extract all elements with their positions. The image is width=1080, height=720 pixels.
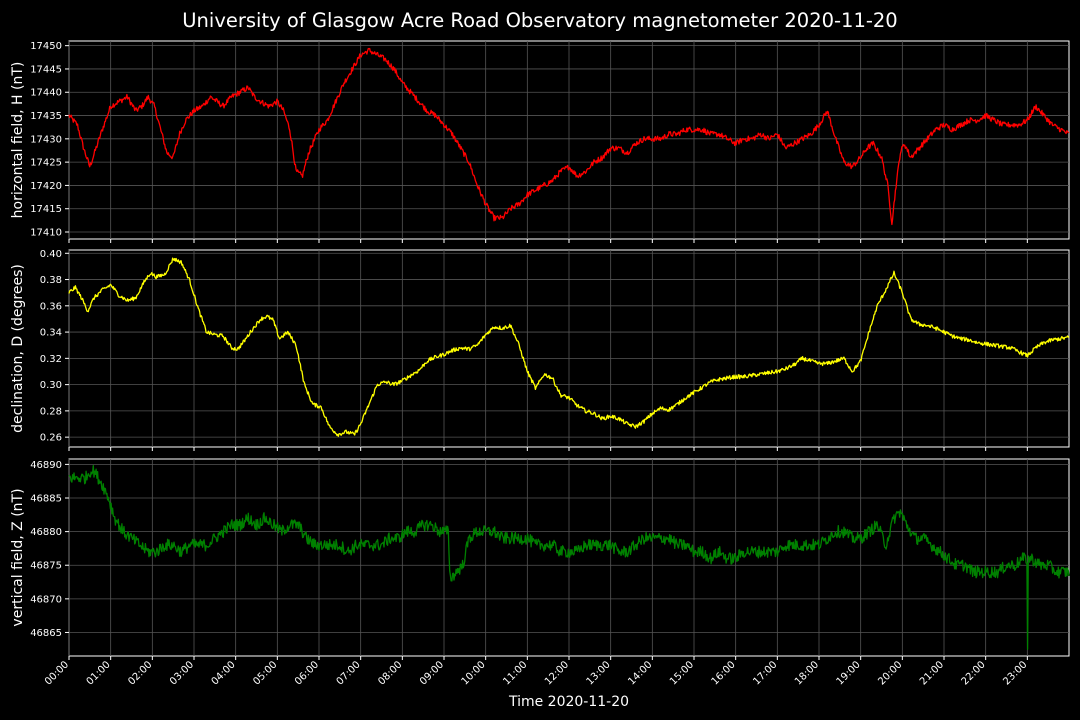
y-tick-label: 46870 — [30, 594, 62, 605]
x-tick-label: 15:00 — [668, 659, 696, 687]
panel-1: 17410 17415 17420 17425 17430 17435 17440 17445… — [10, 40, 1070, 243]
y-tick-label: 46880 — [30, 527, 62, 538]
data-series-line — [68, 257, 1070, 437]
y-tick-label: 17430 — [30, 134, 62, 145]
y-tick-label: 46890 — [30, 460, 62, 471]
x-tick-label: 05:00 — [251, 659, 279, 687]
x-tick-label: 14:00 — [626, 659, 654, 687]
y-axis-label: declination, D (degrees) — [10, 264, 26, 433]
chart-title: University of Glasgow Acre Road Observat… — [182, 9, 898, 32]
x-tick-label: 21:00 — [918, 659, 946, 687]
y-tick-label: 0.32 — [40, 354, 62, 365]
x-tick-label: 03:00 — [168, 659, 196, 687]
y-tick-label: 46885 — [30, 493, 62, 504]
y-tick-label: 0.34 — [40, 328, 62, 339]
y-tick-label: 17440 — [30, 88, 62, 99]
y-tick-label: 17425 — [30, 158, 62, 169]
x-tick-label: 16:00 — [710, 659, 738, 687]
x-tick-label: 11:00 — [501, 659, 529, 687]
data-series-line — [68, 464, 1070, 650]
x-tick-label: 07:00 — [335, 659, 363, 687]
data-series-line — [68, 47, 1070, 226]
y-tick-label: 17445 — [30, 64, 62, 75]
x-tick-label: 06:00 — [293, 659, 321, 687]
y-tick-label: 17435 — [30, 111, 62, 122]
x-tick-label: 23:00 — [1001, 659, 1029, 687]
panel-3: 46865 46870 46875 46880 46885 46890 vertical f… — [10, 458, 1070, 660]
y-tick-label: 0.36 — [40, 301, 62, 312]
panel-2: 0.26 0.28 0.30 0.32 0.34 0.36 0.38 0.40 declinat… — [10, 249, 1070, 451]
x-tick-label: 02:00 — [126, 659, 154, 687]
y-tick-label: 17420 — [30, 181, 62, 192]
x-tick-label: 12:00 — [543, 659, 571, 687]
x-tick-label: 19:00 — [835, 659, 863, 687]
y-tick-label: 17450 — [30, 41, 62, 52]
x-tick-label: 13:00 — [585, 659, 613, 687]
x-tick-label: 09:00 — [418, 659, 446, 687]
y-axis-label: horizontal field, H (nT) — [10, 62, 26, 219]
x-tick-label: 10:00 — [460, 659, 488, 687]
y-tick-label: 0.30 — [40, 380, 62, 391]
y-tick-label: 46875 — [30, 561, 62, 572]
x-tick-label: 20:00 — [876, 659, 904, 687]
x-tick-label: 18:00 — [793, 659, 821, 687]
y-tick-label: 46865 — [30, 628, 62, 639]
y-tick-label: 0.28 — [40, 406, 62, 417]
y-tick-label: 0.40 — [40, 249, 62, 260]
y-tick-label: 0.26 — [40, 433, 62, 444]
y-tick-label: 17415 — [30, 204, 62, 215]
x-tick-label: 04:00 — [210, 659, 238, 687]
x-axis-label: Time 2020-11-20 — [508, 694, 629, 710]
x-tick-label: 22:00 — [960, 659, 988, 687]
y-tick-label: 0.38 — [40, 275, 62, 286]
y-axis-label: vertical field, Z (nT) — [10, 488, 26, 626]
panels-layer: 17410 17415 17420 17425 17430 17435 17440 17445… — [10, 40, 1070, 688]
y-tick-label: 17410 — [30, 228, 62, 239]
x-tick-label: 00:00 — [43, 659, 71, 687]
x-tick-label: 08:00 — [376, 659, 404, 687]
x-tick-label: 01:00 — [85, 659, 113, 687]
x-tick-label: 17:00 — [751, 659, 779, 687]
